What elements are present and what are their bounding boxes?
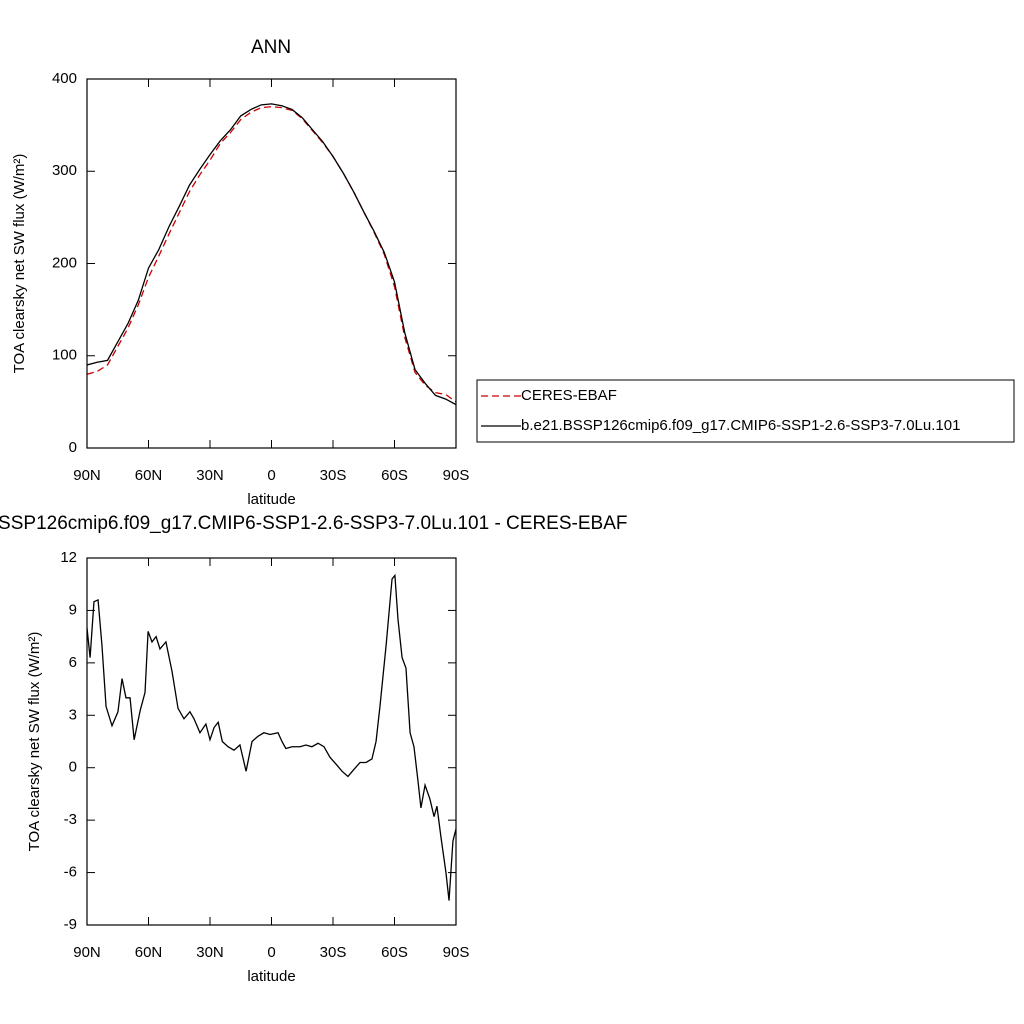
y-tick-label: 400	[52, 70, 77, 87]
x-tick-label: 60S	[381, 944, 408, 961]
x-tick-label: 90S	[443, 944, 470, 961]
y-tick-label: -3	[64, 811, 77, 828]
legend-label: CERES-EBAF	[521, 387, 617, 404]
x-tick-label: 90N	[73, 944, 101, 961]
chart-title: b.e21.BSSP126cmip6.f09_g17.CMIP6-SSP1-2.…	[0, 513, 627, 534]
x-tick-label: 30N	[196, 467, 224, 484]
x-tick-label: 30S	[320, 467, 347, 484]
x-tick-label: 30S	[320, 944, 347, 961]
y-tick-label: 12	[60, 549, 77, 566]
legend-label: b.e21.BSSP126cmip6.f09_g17.CMIP6-SSP1-2.…	[521, 417, 960, 434]
y-tick-label: -9	[64, 916, 77, 933]
x-axis-label: latitude	[247, 968, 295, 985]
y-tick-label: 200	[52, 254, 77, 271]
x-tick-label: 0	[267, 467, 275, 484]
y-tick-label: -6	[64, 864, 77, 881]
plot-frame	[86, 557, 457, 926]
plot-frame	[86, 78, 457, 449]
y-tick-label: 0	[69, 439, 77, 456]
series-line	[87, 573, 456, 901]
x-tick-label: 60N	[135, 944, 163, 961]
y-axis-label: TOA clearsky net SW flux (W/m²)	[11, 154, 28, 374]
series-line	[87, 103, 456, 406]
series-line	[87, 106, 456, 403]
x-axis-label: latitude	[247, 491, 295, 508]
x-tick-label: 90N	[73, 467, 101, 484]
legend-box	[476, 379, 1015, 443]
y-tick-label: 0	[69, 759, 77, 776]
y-tick-label: 6	[69, 654, 77, 671]
x-tick-label: 60N	[135, 467, 163, 484]
y-tick-label: 100	[52, 347, 77, 364]
y-tick-label: 9	[69, 601, 77, 618]
chart-title: ANN	[251, 37, 291, 58]
x-tick-label: 30N	[196, 944, 224, 961]
x-tick-label: 0	[267, 944, 275, 961]
x-tick-label: 60S	[381, 467, 408, 484]
y-tick-label: 3	[69, 706, 77, 723]
y-axis-label: TOA clearsky net SW flux (W/m²)	[26, 632, 43, 852]
y-tick-label: 300	[52, 162, 77, 179]
x-tick-label: 90S	[443, 467, 470, 484]
